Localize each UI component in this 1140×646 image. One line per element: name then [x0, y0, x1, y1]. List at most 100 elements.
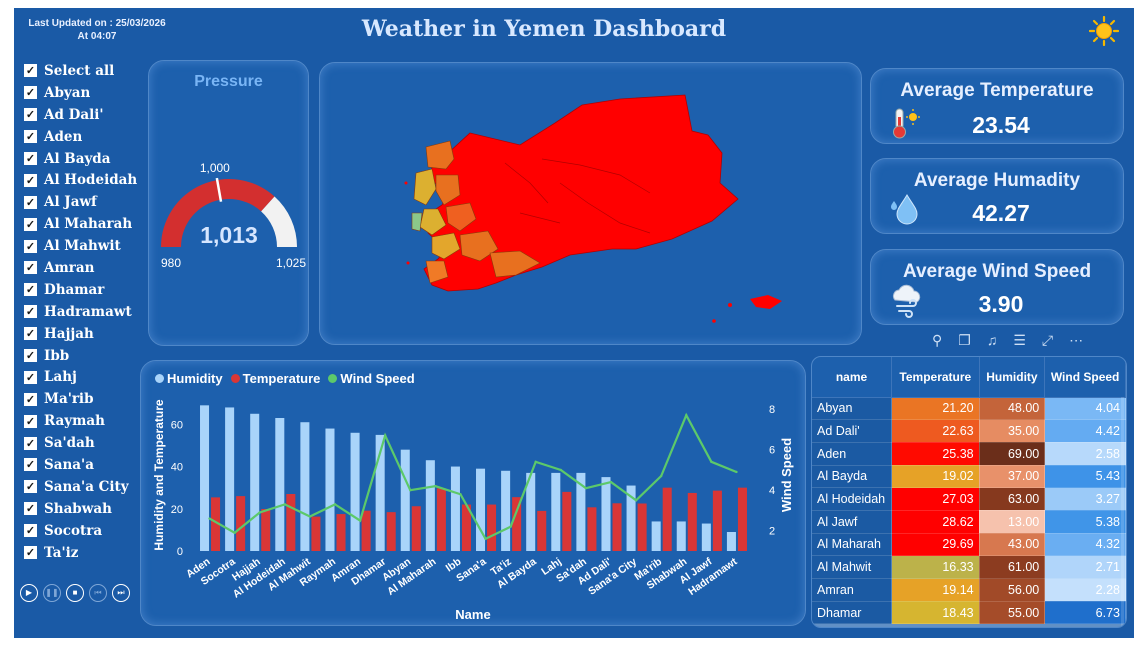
slicer-item[interactable]: ✓ Al Hodeidah: [24, 169, 149, 191]
checkbox-icon[interactable]: ✓: [24, 327, 37, 341]
checkbox-icon[interactable]: ✓: [24, 64, 37, 78]
slicer-item[interactable]: ✓ Ibb: [24, 345, 149, 367]
filter-icon[interactable]: ☰: [1013, 332, 1026, 348]
next-icon[interactable]: ⏭: [112, 584, 130, 602]
visual-toolbar: ⚲ ❐ ♫ ☰ ⤢ ⋯: [932, 332, 1083, 349]
weather-table[interactable]: name Temperature Humidity Wind Speed Abyan 2…: [811, 356, 1127, 628]
table-row[interactable]: Al Jawf 28.62 13.00 5.38: [812, 510, 1126, 534]
table-row[interactable]: Al Maharah 29.69 43.00 4.32: [812, 533, 1126, 557]
checkbox-icon[interactable]: ✓: [24, 195, 37, 209]
column-header[interactable]: name: [812, 357, 893, 398]
table-row[interactable]: Al Hodeidah 27.03 63.00 3.27: [812, 487, 1126, 511]
column-header[interactable]: Wind Speed: [1044, 357, 1126, 398]
table-row[interactable]: Ad Dali' 22.63 35.00 4.42: [812, 419, 1126, 443]
table-scrollbar[interactable]: [1121, 397, 1124, 627]
map-region-hajjah[interactable]: [413, 168, 437, 206]
checkbox-icon[interactable]: ✓: [24, 546, 37, 560]
checkbox-icon[interactable]: ✓: [24, 524, 37, 538]
legend-item[interactable]: Wind Speed: [328, 371, 415, 386]
slicer-item[interactable]: ✓ Sa'dah: [24, 432, 149, 454]
slicer-item-label: Sana'a City: [44, 478, 129, 495]
table-row[interactable]: Al Mahwit 16.33 61.00 2.71: [812, 555, 1126, 579]
map-region-socotra[interactable]: [750, 295, 782, 309]
slicer-item[interactable]: ✓ Al Mahwit: [24, 235, 149, 257]
table-cell: Amran: [812, 578, 893, 602]
pressure-gauge-panel[interactable]: Pressure 1,000 1,013 980 1,025: [148, 60, 309, 346]
slicer-item[interactable]: ✓ Sana'a: [24, 454, 149, 476]
checkbox-icon[interactable]: ✓: [24, 130, 37, 144]
checkbox-icon[interactable]: ✓: [24, 458, 37, 472]
checkbox-icon[interactable]: ✓: [24, 305, 37, 319]
checkbox-icon[interactable]: ✓: [24, 86, 37, 100]
map-region-dhamar[interactable]: [431, 232, 461, 260]
map-region-abyan[interactable]: [489, 250, 541, 278]
previous-icon[interactable]: ⏮: [89, 584, 107, 602]
table-row[interactable]: Amran 19.14 56.00 2.28: [812, 578, 1126, 602]
map-region-sanaa[interactable]: [445, 202, 477, 232]
column-header[interactable]: Humidity: [979, 357, 1046, 398]
checkbox-icon[interactable]: ✓: [24, 173, 37, 187]
map-region-bayda[interactable]: [459, 230, 499, 262]
legend-item[interactable]: Humidity: [155, 371, 223, 386]
checkbox-icon[interactable]: ✓: [24, 414, 37, 428]
checkbox-icon[interactable]: ✓: [24, 108, 37, 122]
checkbox-icon[interactable]: ✓: [24, 217, 37, 231]
slicer-item[interactable]: ✓ Hajjah: [24, 323, 149, 345]
kpi-card-humidity[interactable]: Average Humadity 42.27: [870, 158, 1124, 234]
kpi-card-wind[interactable]: Average Wind Speed 3.90: [870, 249, 1124, 325]
copy-icon[interactable]: ❐: [958, 332, 971, 348]
more-icon[interactable]: ⋯: [1069, 332, 1084, 348]
slicer-item[interactable]: ✓ Al Jawf: [24, 191, 149, 213]
yemen-map-panel[interactable]: [319, 62, 862, 345]
table-row[interactable]: Abyan 21.20 48.00 4.04: [812, 397, 1126, 421]
checkbox-icon[interactable]: ✓: [24, 239, 37, 253]
slicer-item[interactable]: ✓ Raymah: [24, 410, 149, 432]
map-region-raymah[interactable]: [411, 212, 423, 232]
slicer-item[interactable]: ✓ Ad Dali': [24, 104, 149, 126]
map-region-sadah[interactable]: [425, 140, 455, 170]
combo-chart-panel[interactable]: Humidity Temperature Wind Speed 0 20 40 60 2 4 6…: [140, 360, 806, 626]
bell-icon[interactable]: ♫: [986, 332, 998, 348]
slicer-item[interactable]: ✓ Abyan: [24, 82, 149, 104]
slicer-item[interactable]: ✓ Al Maharah: [24, 213, 149, 235]
legend-item[interactable]: Temperature: [230, 371, 320, 386]
table-row[interactable]: Dhamar 18.43 55.00 6.73: [812, 601, 1126, 625]
checkbox-icon[interactable]: ✓: [24, 349, 37, 363]
checkbox-icon[interactable]: ✓: [24, 283, 37, 297]
checkbox-icon[interactable]: ✓: [24, 436, 37, 450]
kpi-card-temperature[interactable]: Average Temperature 23.54: [870, 68, 1124, 144]
slicer-item[interactable]: ✓ Sana'a City: [24, 476, 149, 498]
stop-icon[interactable]: ■: [66, 584, 84, 602]
dashboard-canvas: Last Updated on : 25/03/2026 At 04:07 We…: [14, 8, 1134, 638]
checkbox-icon[interactable]: ✓: [24, 392, 37, 406]
table-horizontal-scrollbar[interactable]: [812, 624, 1126, 627]
checkbox-icon[interactable]: ✓: [24, 370, 37, 384]
slicer-item[interactable]: ✓ Socotra: [24, 520, 149, 542]
slicer-item[interactable]: ✓ Hadramawt: [24, 301, 149, 323]
slicer-item[interactable]: ✓ Aden: [24, 126, 149, 148]
map-region-east[interactable]: [423, 94, 739, 292]
map-region-taiz[interactable]: [425, 260, 449, 284]
slicer-item[interactable]: ✓ Al Bayda: [24, 148, 149, 170]
play-icon[interactable]: ▶: [20, 584, 38, 602]
map-region-amran[interactable]: [435, 174, 461, 206]
slicer-item[interactable]: ✓ Ta'iz: [24, 542, 149, 564]
column-header[interactable]: Temperature: [891, 357, 980, 398]
checkbox-icon[interactable]: ✓: [24, 261, 37, 275]
slicer-item[interactable]: ✓ Shabwah: [24, 498, 149, 520]
table-row[interactable]: Aden 25.38 69.00 2.58: [812, 442, 1126, 466]
bar-temperature: [236, 496, 246, 551]
table-row[interactable]: Al Bayda 19.02 37.00 5.43: [812, 465, 1126, 489]
pin-icon[interactable]: ⚲: [932, 332, 943, 348]
pause-icon[interactable]: ❚❚: [43, 584, 61, 602]
checkbox-icon[interactable]: ✓: [24, 502, 37, 516]
slicer-item[interactable]: ✓ Ma'rib: [24, 388, 149, 410]
slicer-item[interactable]: ✓ Lahj: [24, 366, 149, 388]
expand-icon[interactable]: ⤢: [1041, 332, 1054, 348]
slicer-item[interactable]: ✓ Amran: [24, 257, 149, 279]
checkbox-icon[interactable]: ✓: [24, 152, 37, 165]
slicer-item[interactable]: ✓ Select all: [24, 60, 149, 82]
slicer-item[interactable]: ✓ Dhamar: [24, 279, 149, 301]
checkbox-icon[interactable]: ✓: [24, 480, 37, 494]
last-updated-label: Last Updated on : 25/03/2026 At 04:07: [22, 17, 172, 43]
